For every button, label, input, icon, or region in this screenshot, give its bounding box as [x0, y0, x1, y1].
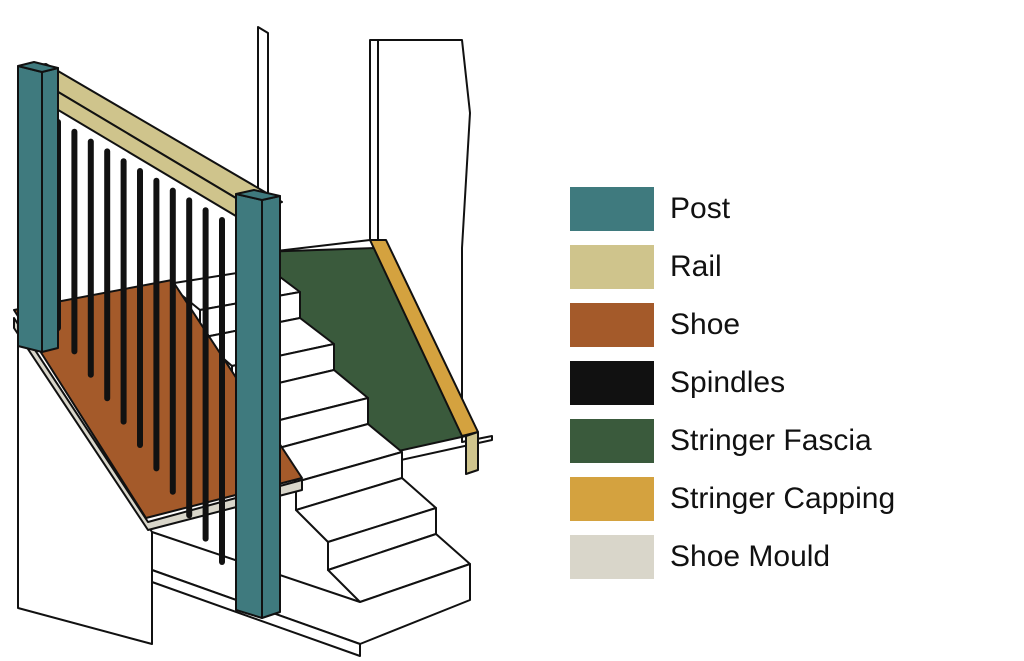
- legend-swatch-shoe_mould: [570, 535, 654, 579]
- legend: Post Rail Shoe Spindles Stringer Fascia Strin…: [570, 180, 895, 586]
- legend-row-stringer_cap: Stringer Capping: [570, 470, 895, 528]
- post-back-left: [236, 194, 262, 618]
- legend-label-stringer_cap: Stringer Capping: [670, 482, 895, 516]
- legend-label-post: Post: [670, 192, 895, 226]
- legend-label-stringer_fascia: Stringer Fascia: [670, 424, 895, 458]
- legend-label-rail: Rail: [670, 250, 895, 284]
- legend-swatch-shoe: [570, 303, 654, 347]
- legend-swatch-stringer_cap: [570, 477, 654, 521]
- legend-swatch-stringer_fascia: [570, 419, 654, 463]
- legend-swatch-rail: [570, 245, 654, 289]
- rail-far: [466, 432, 478, 474]
- legend-row-shoe_mould: Shoe Mould: [570, 528, 895, 586]
- post-front-left: [18, 66, 42, 352]
- legend-row-shoe: Shoe: [570, 296, 895, 354]
- post-back-right: [262, 196, 280, 618]
- legend-row-rail: Rail: [570, 238, 895, 296]
- staircase-diagram: [0, 0, 560, 661]
- legend-row-spindles: Spindles: [570, 354, 895, 412]
- legend-swatch-post: [570, 187, 654, 231]
- post-front-right: [42, 68, 58, 352]
- legend-label-shoe_mould: Shoe Mould: [670, 540, 895, 574]
- legend-label-shoe: Shoe: [670, 308, 895, 342]
- legend-swatch-spindles: [570, 361, 654, 405]
- legend-label-spindles: Spindles: [670, 366, 895, 400]
- legend-row-stringer_fascia: Stringer Fascia: [570, 412, 895, 470]
- legend-row-post: Post: [570, 180, 895, 238]
